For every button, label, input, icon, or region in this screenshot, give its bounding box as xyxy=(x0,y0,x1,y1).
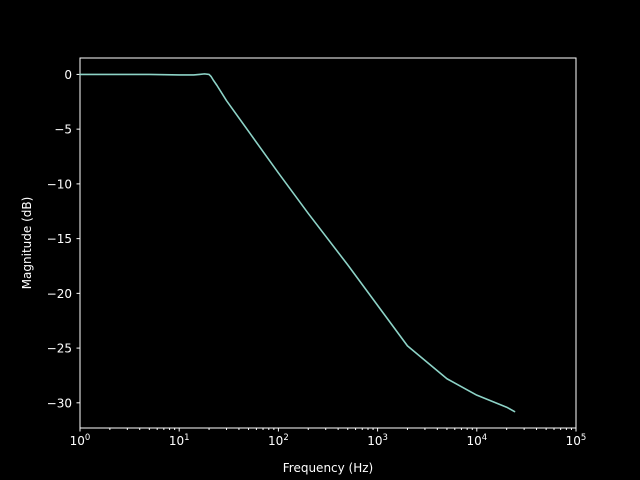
x-axis-ticks: 100 101 102 103 104 105 xyxy=(70,428,587,448)
y-tick-label: −5 xyxy=(54,123,72,137)
y-tick-label: −10 xyxy=(47,177,72,191)
y-axis-label: Magnitude (dB) xyxy=(20,197,34,290)
series-group xyxy=(79,73,516,413)
y-tick-label: −25 xyxy=(47,342,72,356)
x-axis-label: Frequency (Hz) xyxy=(283,461,374,475)
y-tick-label: −15 xyxy=(47,232,72,246)
x-tick-label: 104 xyxy=(466,433,487,448)
y-axis-ticks: 0 −5 −10 −15 −20 −25 −30 xyxy=(47,68,80,410)
x-tick-label: 103 xyxy=(367,433,388,448)
y-tick-label: −20 xyxy=(47,287,72,301)
x-tick-label: 101 xyxy=(169,433,190,448)
y-tick-label: −30 xyxy=(47,396,72,410)
series-line xyxy=(79,73,516,413)
x-tick-label: 105 xyxy=(566,433,587,448)
x-tick-label: 102 xyxy=(268,433,289,448)
x-tick-label: 100 xyxy=(70,433,91,448)
plot-frame xyxy=(79,57,577,429)
y-tick-label: 0 xyxy=(64,68,72,82)
